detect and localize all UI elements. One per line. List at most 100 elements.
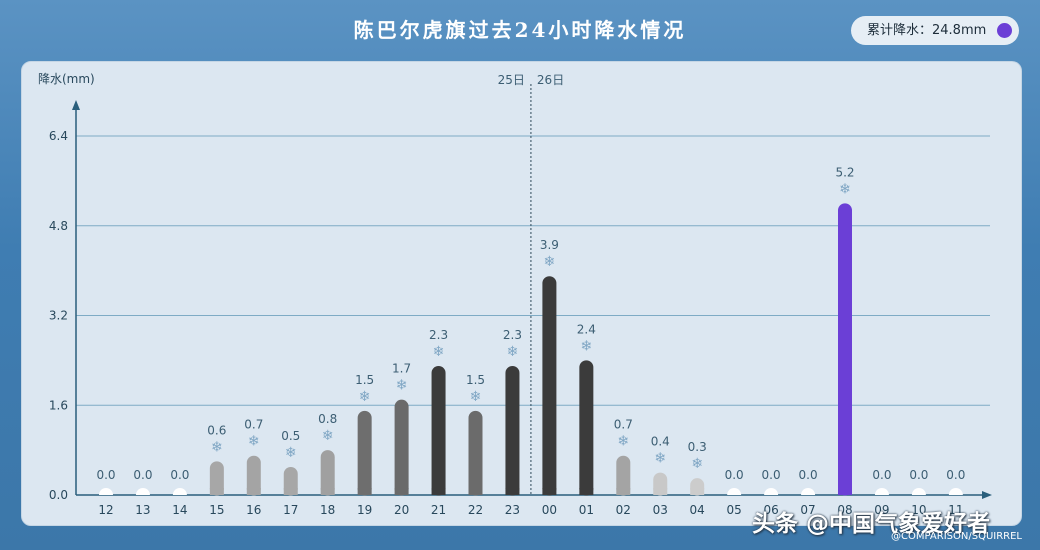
x-tick-label: 02 (616, 503, 631, 517)
x-tick-label: 21 (431, 503, 446, 517)
x-tick-label: 14 (172, 503, 187, 517)
snowflake-icon: ❄ (654, 451, 666, 467)
bar-zero (727, 488, 742, 495)
value-label: 1.5 (355, 373, 374, 387)
bar (431, 365, 446, 496)
bar-zero (172, 488, 187, 495)
bar-zero (764, 488, 779, 495)
value-label: 3.9 (540, 238, 559, 252)
bar-zero (911, 488, 926, 495)
x-tick-label: 23 (505, 503, 520, 517)
snowflake-icon: ❄ (470, 389, 482, 405)
value-label: 0.0 (170, 468, 189, 482)
snowflake-icon: ❄ (617, 434, 629, 450)
bar-base (838, 488, 852, 495)
value-label: 1.7 (392, 362, 411, 376)
x-tick-label: 11 (948, 503, 963, 517)
bar-base (394, 488, 409, 495)
bar (209, 461, 224, 496)
x-tick-label: 13 (135, 503, 150, 517)
value-label: 0.0 (799, 468, 818, 482)
x-tick-label: 01 (579, 503, 594, 517)
bar (505, 365, 520, 496)
value-label: 2.3 (429, 328, 448, 342)
credit-text: @COMPARISON/SQUIRREL (891, 531, 1022, 542)
bar (616, 455, 631, 496)
snowflake-icon: ❄ (322, 428, 334, 444)
bar (579, 360, 594, 496)
value-label: 0.0 (909, 468, 928, 482)
value-label: 0.7 (614, 418, 633, 432)
snowflake-icon: ❄ (396, 378, 408, 394)
y-tick-label: 6.4 (49, 129, 68, 143)
x-axis-arrow-icon (982, 491, 992, 499)
snowflake-icon: ❄ (544, 254, 556, 270)
snowflake-icon: ❄ (211, 439, 223, 455)
bar (246, 455, 261, 496)
x-tick-label: 16 (246, 503, 261, 517)
value-label: 2.4 (577, 322, 596, 336)
bar-base (653, 488, 668, 495)
snowflake-icon: ❄ (507, 344, 519, 360)
snowflake-icon: ❄ (839, 181, 851, 197)
x-tick-label: 12 (98, 503, 113, 517)
value-label: 0.0 (133, 468, 152, 482)
value-label: 0.0 (96, 468, 115, 482)
bar-base (505, 488, 520, 495)
value-label: 0.7 (244, 418, 263, 432)
precip-chart: 0.0 1.6 3.2 4.8 6.4 降水(mm) 25日 26日 0.0 12 0.0 13 0.0… (38, 72, 992, 517)
x-tick-label: 04 (690, 503, 705, 517)
y-axis-title: 降水(mm) (38, 72, 95, 86)
value-label: 0.0 (762, 468, 781, 482)
x-tick-label: 03 (653, 503, 668, 517)
bar-base (357, 488, 372, 495)
value-label: 0.4 (651, 435, 670, 449)
x-tick-label: 19 (357, 503, 372, 517)
x-tick-label: 18 (320, 503, 335, 517)
bar-base (246, 488, 261, 495)
page-title: 陈巴尔虎旗过去24小时降水情况 (353, 18, 687, 42)
value-label: 0.8 (318, 412, 337, 426)
snowflake-icon: ❄ (580, 338, 592, 354)
x-tick-label: 07 (800, 503, 815, 517)
value-label: 0.6 (207, 423, 226, 437)
bar-base (209, 488, 224, 495)
x-tick-label: 06 (763, 503, 778, 517)
y-axis-arrow-icon (72, 100, 80, 110)
y-tick-label: 1.6 (49, 398, 68, 412)
bar-base (542, 488, 557, 495)
total-precip-label: 累计降水：24.8mm (867, 23, 987, 38)
bar-base (283, 488, 298, 495)
bar (394, 399, 409, 496)
value-label: 0.0 (946, 468, 965, 482)
bar-base (616, 488, 631, 495)
snowflake-icon: ❄ (248, 434, 260, 450)
watermark: 头条 @中国气象爱好者 (752, 511, 991, 537)
value-label: 0.0 (872, 468, 891, 482)
bar-base (468, 488, 483, 495)
x-tick-label: 20 (394, 503, 409, 517)
y-tick-label: 0.0 (49, 488, 68, 502)
value-label: 0.0 (725, 468, 744, 482)
bar (357, 410, 372, 496)
day-label-right: 26日 (537, 73, 564, 87)
x-tick-label: 17 (283, 503, 298, 517)
x-tick-label: 15 (209, 503, 224, 517)
snowflake-icon: ❄ (433, 344, 445, 360)
bar-base (690, 488, 705, 495)
snowflake-icon: ❄ (359, 389, 371, 405)
bar-zero (948, 488, 963, 495)
value-label: 0.5 (281, 429, 300, 443)
bar (320, 450, 335, 496)
value-label: 0.3 (688, 440, 707, 454)
bar-zero (99, 488, 113, 495)
bar (838, 203, 852, 496)
bar-base (320, 488, 335, 495)
value-label: 5.2 (835, 165, 854, 179)
y-tick-label: 3.2 (49, 309, 68, 323)
chart-panel: 0.0 1.6 3.2 4.8 6.4 降水(mm) 25日 26日 0.0 12 0.0 13 0.0… (21, 61, 1022, 526)
x-tick-label: 08 (837, 503, 852, 517)
value-label: 2.3 (503, 328, 522, 342)
bar-base (579, 488, 594, 495)
x-tick-label: 05 (727, 503, 742, 517)
